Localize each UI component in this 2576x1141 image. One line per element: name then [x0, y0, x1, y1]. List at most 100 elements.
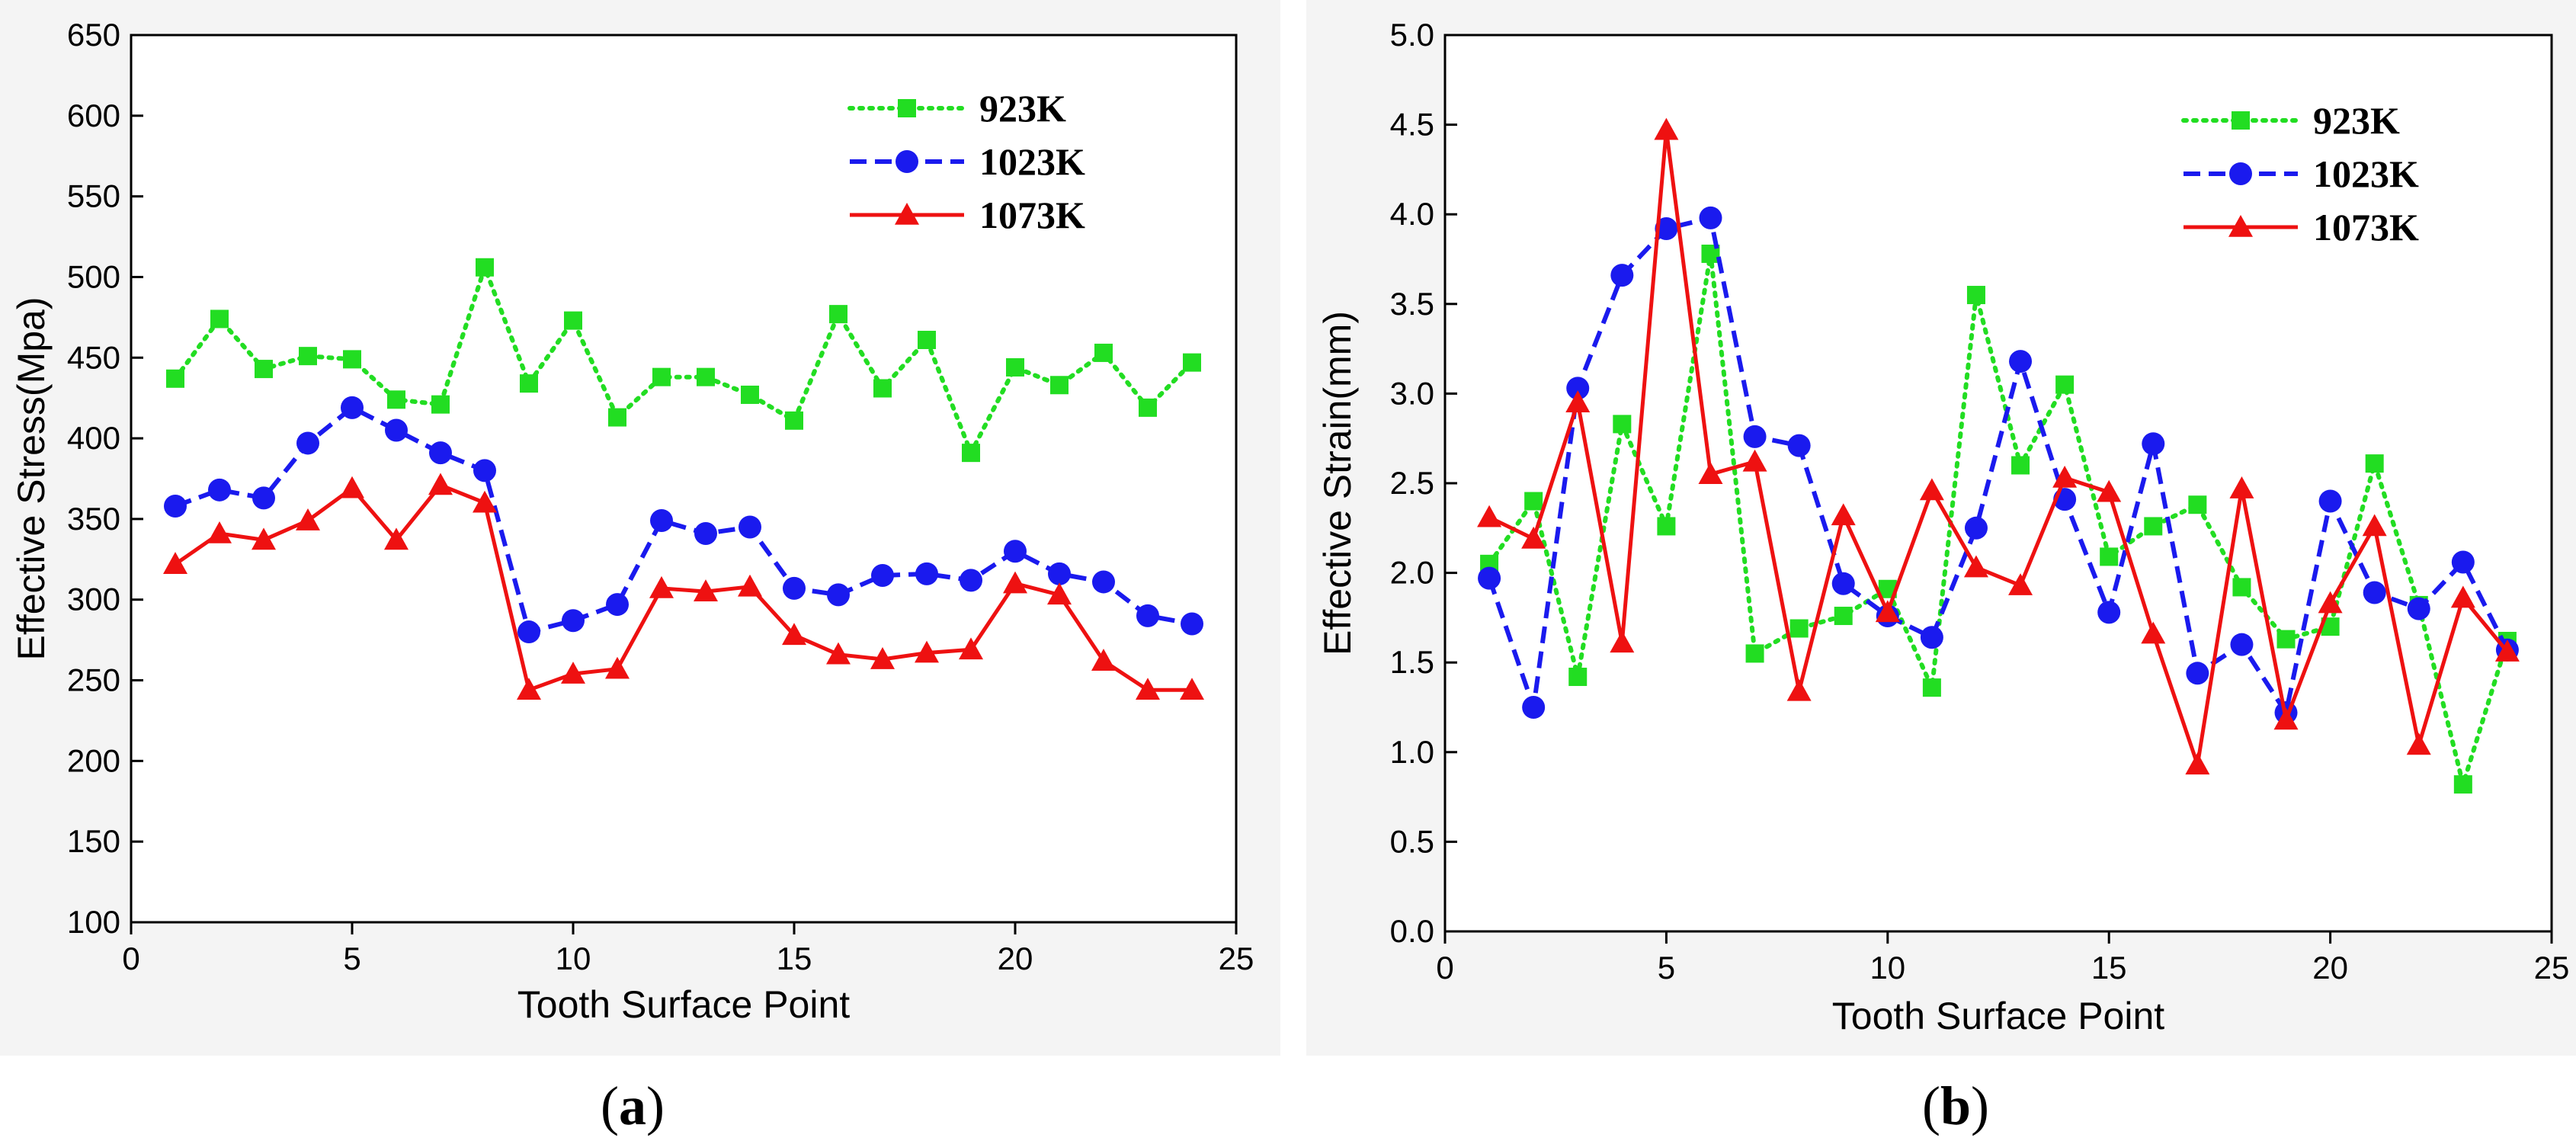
data-point-1023K: 1023K @ 18: 316	[915, 562, 938, 585]
y-tick-label: 400	[67, 420, 120, 456]
y-axis-title-b: Effective Strain(mm)	[1316, 311, 1359, 655]
data-point-923K: 923K @ 23: 419	[1139, 398, 1157, 417]
data-point-923K: 923K @ 15: 2.09	[2100, 547, 2119, 566]
data-point-923K: 923K @ 21: 2.61	[2365, 454, 2384, 473]
legend-label-923K: 923K	[2313, 99, 2400, 142]
data-point-1023K: 1023K @ 17: 1.44	[2186, 662, 2209, 685]
panel-label-b: (b)	[1922, 1075, 1989, 1136]
data-point-923K: 923K @ 23: 0.82	[2453, 775, 2472, 794]
data-point-1073K: 1073K @ 11: 257	[605, 656, 630, 679]
legend-b: 923K 1023K 1073K	[2181, 99, 2419, 248]
y-tick-label: 3.5	[1390, 286, 1434, 322]
data-point-923K: 923K @ 1: 437	[166, 369, 184, 388]
legend-marker-923K	[898, 99, 916, 117]
data-point-1023K: 1023K @ 9: 1.94	[1831, 572, 1855, 595]
x-tick-label: 25	[1219, 941, 1254, 976]
data-point-923K: 923K @ 18: 461	[918, 330, 936, 349]
data-point-923K: 923K @ 2: 474	[210, 309, 229, 329]
data-point-923K: 923K @ 21: 433	[1050, 376, 1069, 395]
data-point-1023K: 1023K @ 2: 1.25	[1522, 696, 1546, 719]
data-point-1073K: 1073K @ 9: 244	[517, 678, 541, 700]
data-point-1073K: 1073K @ 21: 303	[1047, 582, 1072, 605]
data-point-1023K: 1023K @ 18: 1.6	[2230, 633, 2254, 656]
y-axis-title-a: Effective Stress(Mpa)	[10, 296, 53, 660]
data-point-1023K: 1023K @ 12: 349	[650, 509, 673, 533]
data-point-1023K: 1023K @ 20: 2.4	[2318, 489, 2342, 513]
data-point-1073K: 1073K @ 12: 307	[649, 575, 674, 598]
y-tick-label: 0.5	[1390, 823, 1434, 859]
data-point-1023K: 1023K @ 16: 2.72	[2142, 432, 2165, 456]
data-point-923K: 923K @ 17: 2.38	[2188, 495, 2207, 514]
x-tick-label: 20	[998, 941, 1033, 976]
panel-label-a: (a)	[601, 1075, 665, 1136]
data-point-923K: 923K @ 19: 1.63	[2276, 630, 2296, 649]
data-point-1023K: 1023K @ 24: 285	[1181, 612, 1203, 636]
data-point-923K: 923K @ 9: 1.76	[1834, 607, 1853, 626]
legend-item-1023K: 1023K	[2184, 152, 2419, 195]
data-point-1073K: 1073K @ 13: 1.93	[2008, 573, 2033, 595]
legend-item-1023K: 1023K	[850, 140, 1085, 183]
data-point-1023K: 1023K @ 3: 3.03	[1566, 377, 1590, 400]
legend-marker-1023K	[896, 150, 918, 173]
legend-item-1073K: 1073K	[2184, 206, 2419, 248]
data-point-1073K: 1073K @ 21: 2.26	[2362, 514, 2387, 537]
legend-label-1073K: 1073K	[2313, 206, 2419, 248]
legend-label-1023K: 1023K	[2313, 152, 2419, 195]
data-point-923K: 923K @ 12: 438	[652, 367, 671, 386]
data-point-1023K: 1023K @ 21: 1.89	[2363, 581, 2386, 604]
data-point-1073K: 1073K @ 6: 337	[384, 527, 409, 550]
data-point-923K: 923K @ 2: 2.4	[1524, 492, 1543, 511]
y-tick-label: 2.5	[1390, 465, 1434, 501]
data-point-1073K: 1073K @ 24: 1.56	[2494, 639, 2520, 662]
data-point-923K: 923K @ 14: 427	[741, 385, 759, 404]
y-tick-label: 100	[67, 904, 120, 940]
legend-marker-1023K	[2229, 162, 2252, 185]
chart-panel-b: 0.0 0.5 1.0 1.5 2.0 2.5 3.0 3.5 4.0 4.5 5.0 0 5 10 15…	[1306, 0, 2576, 1136]
legend-item-923K: 923K	[847, 87, 1066, 130]
data-point-1073K: 1073K @ 10: 254	[561, 662, 585, 684]
y-tick-label: 600	[67, 98, 120, 133]
y-tick-label: 350	[67, 501, 120, 537]
y-tick-label: 550	[67, 178, 120, 214]
data-point-1073K: 1073K @ 19: 1.18	[2273, 707, 2299, 730]
data-point-923K: 923K @ 11: 413	[608, 408, 626, 427]
data-point-1023K: 1023K @ 2: 368	[208, 478, 231, 502]
data-point-1073K: 1073K @ 15: 2.45	[2097, 479, 2122, 502]
legend-marker-1073K	[2228, 215, 2253, 237]
series-1073K: 1073K @ 1: 2.31 1073K @ 2: 2.19 1073K @ 3:…	[1477, 117, 2520, 775]
data-point-1073K: 1073K @ 11: 2.46	[1919, 478, 1944, 501]
data-point-1023K: 1023K @ 10: 287	[562, 609, 585, 633]
data-point-1023K: 1023K @ 7: 391	[429, 441, 452, 465]
legend-a: 923K 1023K 1073K	[847, 87, 1085, 236]
plot-area-a	[130, 34, 1238, 924]
data-point-923K: 923K @ 10: 473	[564, 311, 582, 330]
series-b: 923K @ 1: 2.05923K @ 2: 2.4923K @ 3: 1.4…	[1477, 117, 2520, 794]
x-tick-label: 5	[343, 941, 360, 976]
series-1023K: 1023K @ 1: 358 1023K @ 2: 368 1023K @ 3: 3…	[164, 396, 1203, 644]
data-point-1023K: 1023K @ 23: 290	[1136, 604, 1159, 627]
data-point-1023K: 1023K @ 16: 303	[827, 583, 850, 607]
y-tick-label: 0.0	[1390, 913, 1434, 949]
x-axis-title-b: Tooth Surface Point	[1832, 995, 2164, 1037]
data-point-1023K: 1023K @ 4: 3.66	[1610, 264, 1634, 287]
y-tick-label: 3.0	[1390, 375, 1434, 411]
data-point-923K: 923K @ 12: 3.55	[1966, 286, 1985, 305]
data-point-1023K: 1023K @ 5: 3.92	[1655, 217, 1678, 241]
data-point-923K: 923K @ 11: 1.36	[1922, 678, 1941, 697]
data-point-1023K: 1023K @ 11: 1.64	[1920, 626, 1943, 649]
data-point-923K: 923K @ 18: 1.92	[2232, 578, 2251, 597]
data-point-1023K: 1023K @ 3: 363	[252, 486, 275, 510]
data-point-1073K: 1073K @ 14: 2.53	[2052, 465, 2078, 488]
data-point-1023K: 1023K @ 6: 3.98	[1699, 206, 1722, 229]
data-point-1073K: 1073K @ 8: 1.34	[1786, 678, 1812, 701]
data-point-923K: 923K @ 3: 1.42	[1568, 668, 1588, 687]
y-tick-label: 1.5	[1390, 644, 1434, 680]
panel-label-b-letter: b	[1940, 1075, 1971, 1136]
x-ticks-b: 0 5 10 15 20 25	[1436, 931, 2569, 986]
data-point-1023K: 1023K @ 5: 419	[341, 396, 364, 419]
data-point-1073K: 1073K @ 20: 1.83	[2318, 591, 2343, 614]
data-point-1073K: 1073K @ 22: 1.04	[2406, 732, 2431, 755]
data-point-1023K: 1023K @ 15: 307	[783, 576, 806, 600]
x-tick-label: 25	[2534, 950, 2570, 986]
